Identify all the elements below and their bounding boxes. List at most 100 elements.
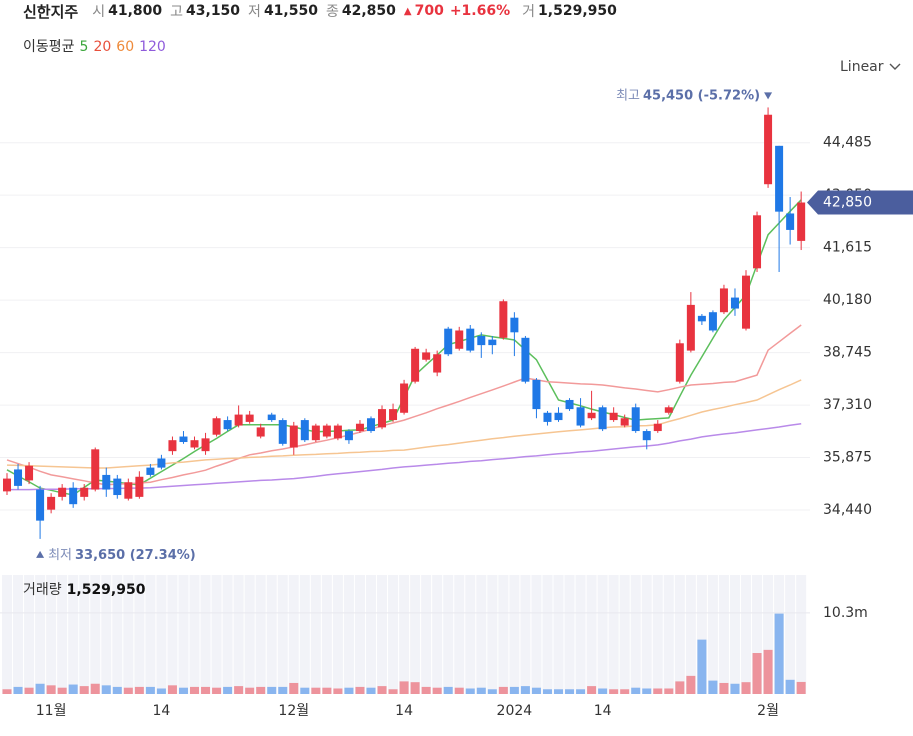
candle-body — [389, 409, 398, 421]
volume-bar — [719, 682, 729, 694]
last-price-badge — [807, 190, 913, 215]
volume-bar — [686, 675, 696, 694]
volume-bar — [167, 685, 177, 694]
volume-column-bg — [68, 575, 79, 694]
volume-bar — [311, 687, 321, 694]
high-marker — [764, 92, 773, 100]
volume-bar — [554, 689, 563, 694]
candle-body — [753, 215, 762, 269]
volume-column-bg — [421, 575, 432, 694]
volume-column-bg — [630, 575, 641, 694]
volume-column-bg — [354, 575, 365, 694]
volume-column-bg — [685, 575, 696, 694]
volume-bar — [465, 688, 475, 694]
candle-body — [278, 420, 287, 444]
up-arrow: ▲ — [403, 5, 412, 17]
volume-bar — [653, 688, 663, 694]
candles — [3, 107, 806, 539]
volume-bar — [245, 687, 255, 694]
volume-column-bg — [332, 575, 343, 694]
volume-bar — [443, 686, 453, 694]
candle-body — [234, 414, 243, 426]
header-item-value: 41,800 — [108, 3, 163, 19]
header-item-value: 42,850 — [341, 3, 396, 19]
volume-column-bg — [156, 575, 167, 694]
candle-body — [686, 304, 695, 351]
candle-body — [510, 317, 519, 333]
volume-column-bg — [729, 575, 740, 694]
volume-column-bg — [57, 575, 68, 694]
volume-bar — [454, 687, 464, 694]
volume-bar — [366, 687, 376, 694]
volume-column-bg — [608, 575, 619, 694]
scale-label[interactable]: Linear — [840, 59, 884, 75]
candle-body — [256, 427, 265, 437]
volume-bar — [587, 686, 597, 694]
volume-column-bg — [365, 575, 376, 694]
candle-body — [730, 297, 739, 309]
volume-bar — [741, 682, 751, 694]
volume-bar — [785, 679, 795, 694]
volume-column-bg — [575, 575, 586, 694]
high-note-label: 최고 — [616, 88, 640, 103]
volume-bar — [68, 684, 78, 694]
volume-column-bg — [674, 575, 685, 694]
volume-bars — [2, 613, 806, 694]
candle-body — [366, 418, 375, 432]
candle-body — [620, 418, 629, 426]
volume-column-bg — [718, 575, 729, 694]
volume-column-bg — [189, 575, 200, 694]
volume-bar — [344, 687, 354, 694]
volume-bar — [190, 686, 200, 694]
volume-column-bg — [24, 575, 35, 694]
volume-bar — [675, 681, 685, 694]
volume-bar — [388, 689, 398, 694]
volume-column-bg — [432, 575, 443, 694]
volume-bar — [101, 685, 111, 694]
volume-column-bg — [763, 575, 774, 694]
candle-body — [411, 348, 420, 382]
volume-bar — [90, 683, 100, 694]
y-tick-label: 38,745 — [823, 345, 872, 361]
volume-column-bg — [487, 575, 498, 694]
volume-column-bg — [652, 575, 663, 694]
candle-body — [355, 423, 364, 432]
candle-body — [201, 438, 210, 452]
volume-bar — [79, 686, 89, 694]
ma-legend: 이동평균 5 20 60 120 — [23, 39, 166, 55]
candle-body — [642, 431, 651, 441]
volume-column-bg — [13, 575, 24, 694]
volume-bar — [178, 687, 188, 694]
candle-body — [433, 354, 442, 373]
volume-column-bg — [145, 575, 156, 694]
volume-column-bg — [476, 575, 487, 694]
x-tick-label: 14 — [395, 703, 413, 719]
header-item-label: 저 — [248, 4, 261, 20]
candle-body — [212, 418, 221, 435]
candle-body — [532, 379, 541, 410]
volume-column-bg — [531, 575, 542, 694]
candle-body — [609, 412, 618, 421]
candle-body — [36, 489, 45, 521]
volume-column-bg — [752, 575, 763, 694]
change: 700 — [414, 3, 444, 19]
volume-bar — [487, 689, 497, 694]
volume-bar — [542, 689, 552, 694]
header-items: 시 41,800 고 43,150 저 41,550 종 42,850 — [92, 1, 404, 21]
candle-body — [587, 412, 596, 419]
volume-column-bg — [90, 575, 101, 694]
volume-column-bg — [388, 575, 399, 694]
candle-body — [764, 114, 773, 185]
scale-dropdown[interactable]: Linear — [840, 59, 901, 75]
volume-bar — [123, 687, 133, 694]
dropdown-chevron[interactable] — [889, 63, 901, 70]
header-item-value: 43,150 — [186, 3, 241, 19]
stock-name: 신한지주 — [23, 2, 79, 21]
volume-bar — [256, 686, 266, 694]
volume-bar — [134, 686, 144, 694]
labels: 44,48543,05041,61540,18038,74537,31035,8… — [36, 135, 913, 719]
y-tick-label: 37,310 — [823, 397, 872, 413]
volume-bar — [631, 687, 641, 694]
candle-body — [113, 478, 122, 496]
